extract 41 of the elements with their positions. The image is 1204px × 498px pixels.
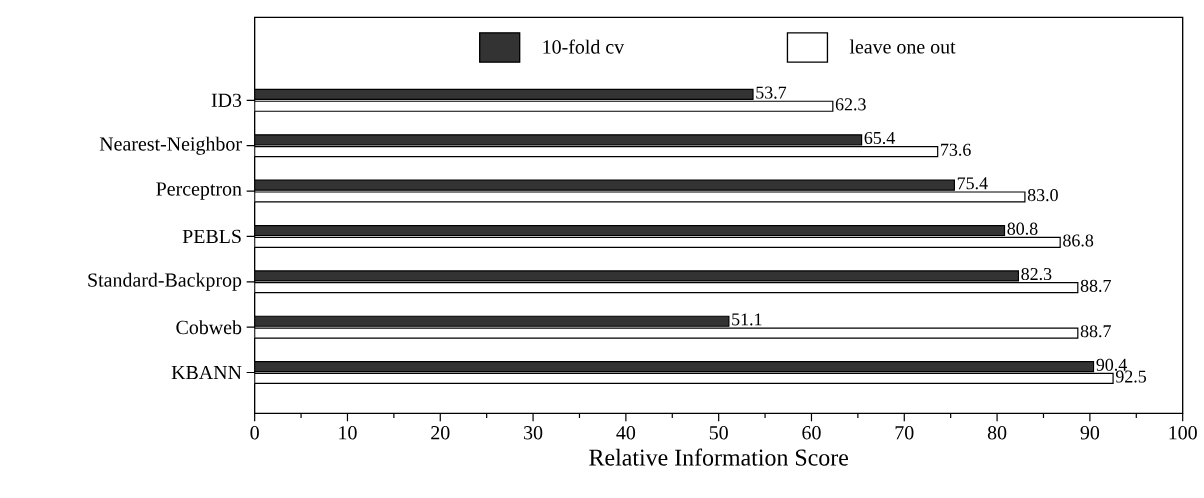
x-axis-title: Relative Information Score xyxy=(589,448,848,466)
data-label: 90.4 xyxy=(1096,358,1127,371)
bar xyxy=(254,134,863,146)
bar xyxy=(254,88,754,101)
text: leave one out xyxy=(849,39,956,54)
y-tick-label: Nearest-Neighbor xyxy=(99,136,242,155)
y-tick-label: PEBLS xyxy=(182,229,241,244)
x-tick-label: 10 xyxy=(339,426,357,440)
x-tick-label: 80 xyxy=(987,426,1007,440)
data-label: 75.4 xyxy=(957,177,988,190)
x-tick-label: 100 xyxy=(1169,426,1197,440)
y-tick-label: Standard-Backprop xyxy=(88,272,242,291)
data-label: 88.7 xyxy=(1080,279,1111,292)
x-tick-label: 60 xyxy=(802,426,821,440)
y-tick-label: ID3 xyxy=(211,93,242,108)
bar xyxy=(254,179,955,191)
bar xyxy=(254,361,1095,373)
bar xyxy=(254,315,730,327)
data-label: 80.8 xyxy=(1007,222,1038,235)
x-tick-label: 30 xyxy=(524,426,543,440)
x-tick-label: 70 xyxy=(895,426,914,440)
x-tick-label: 40 xyxy=(616,426,636,440)
x-tick-label: 0 xyxy=(250,426,259,440)
data-label: 83.0 xyxy=(1027,189,1058,202)
data-label: 53.7 xyxy=(756,86,787,99)
x-tick-label: 90 xyxy=(1080,426,1100,440)
y-tick-label: KBANN xyxy=(171,365,242,380)
data-label: 82.3 xyxy=(1021,267,1052,281)
x-tick-label: 20 xyxy=(431,426,450,440)
data-label: 62.3 xyxy=(835,98,866,111)
data-label: 65.4 xyxy=(864,131,895,145)
bar xyxy=(254,224,1006,237)
x-tick-label: 50 xyxy=(709,426,728,440)
data-label: 73.6 xyxy=(941,143,971,156)
data-label: 86.8 xyxy=(1063,234,1094,247)
y-tick-label: Cobweb xyxy=(176,320,242,335)
data-label: 88.7 xyxy=(1080,325,1111,338)
y-tick-label: Perceptron xyxy=(156,182,242,200)
data-label: 51.1 xyxy=(732,313,762,326)
data-label: 92.5 xyxy=(1115,370,1147,383)
legend-label: 10-fold cv xyxy=(543,39,625,54)
